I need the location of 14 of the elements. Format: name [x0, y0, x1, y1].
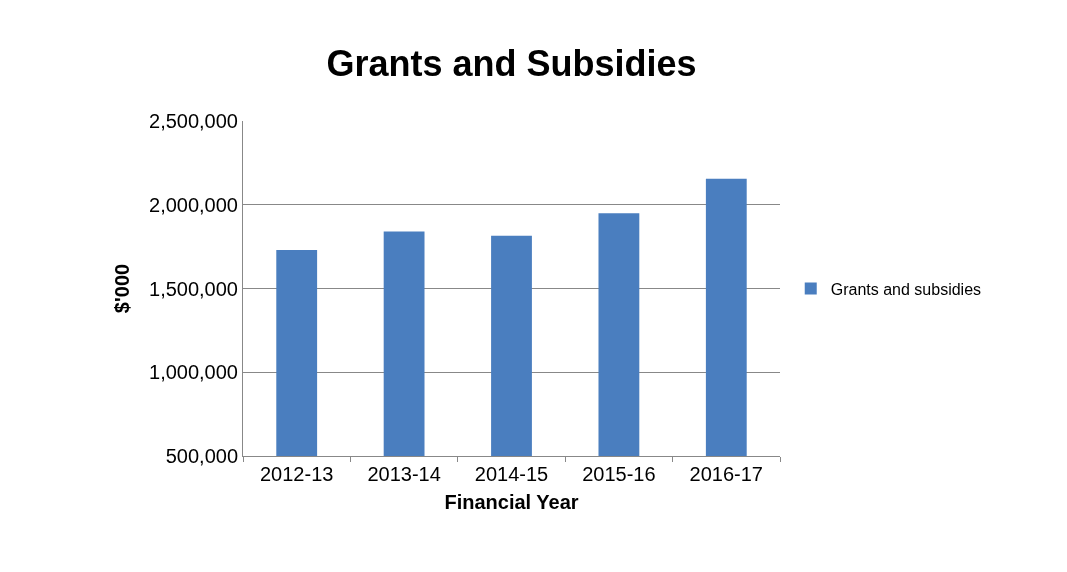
y-tick-label: 2,000,000: [149, 193, 238, 216]
x-tick-label: 2014-15: [474, 463, 549, 485]
x-tick-label: 2016-17: [689, 463, 763, 485]
x-tick-label: 2013-14: [367, 463, 441, 485]
y-tick-label: 1,000,000: [149, 361, 238, 384]
y-tick-label: 2,500,000: [149, 110, 238, 132]
x-tick-label: 2012-13: [260, 463, 334, 485]
legend-label: Grants and subsidies: [830, 280, 982, 298]
chart-title: Grants and Subsidies: [326, 42, 697, 84]
y-tick-label: 1,500,000: [149, 277, 238, 300]
x-tick-label: 2015-16: [582, 463, 656, 485]
x-axis-title: Financial Year: [444, 490, 579, 513]
y-tick-label: 500,000: [165, 445, 238, 467]
y-axis-title: $'000: [110, 263, 133, 314]
